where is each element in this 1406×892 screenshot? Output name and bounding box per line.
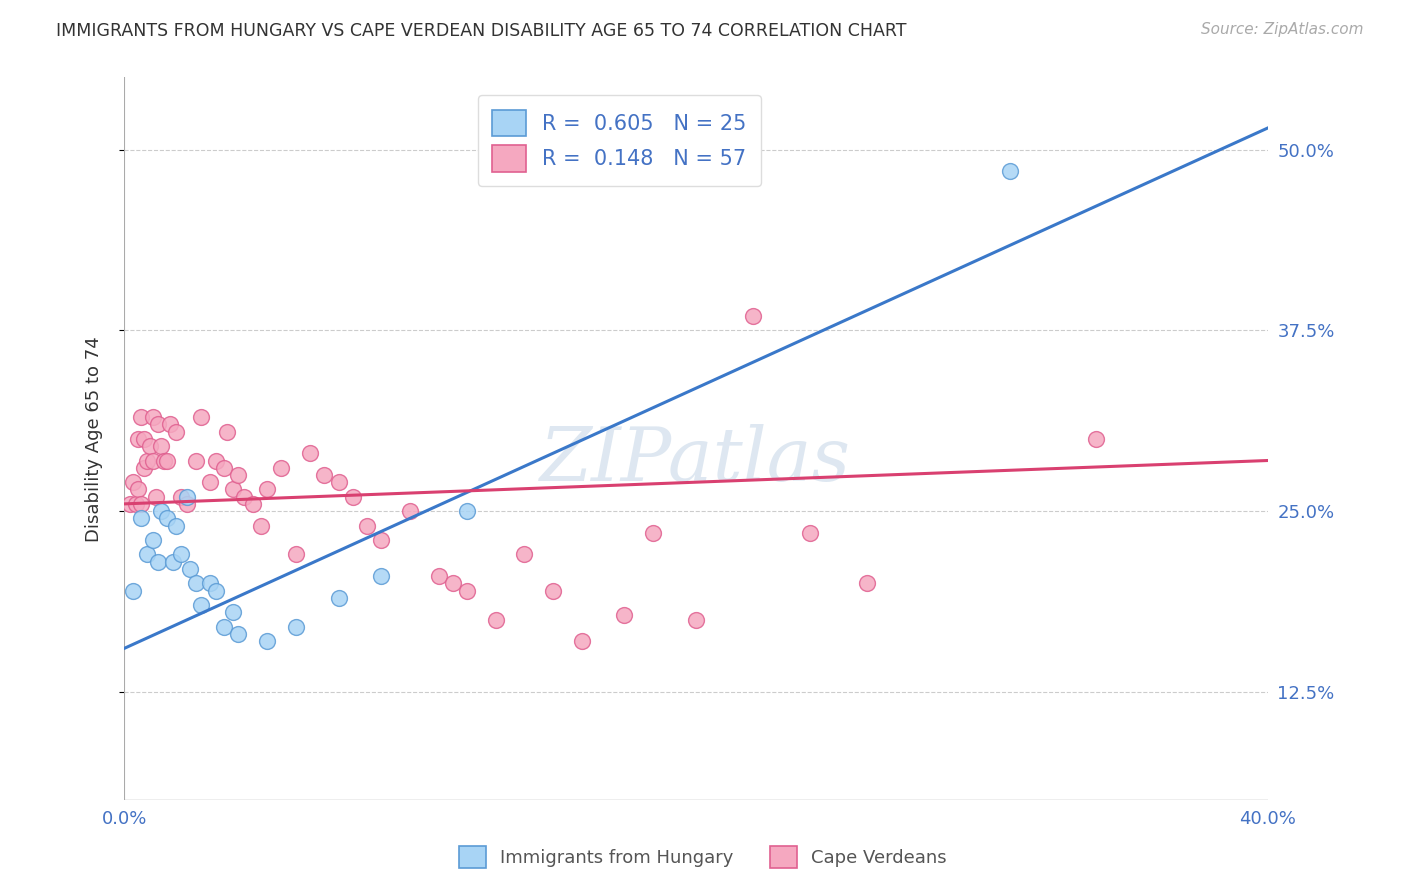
Point (571, 634, 593, 648)
Point (134, 460, 156, 475)
Point (356, 518, 378, 533)
Point (129, 511, 152, 525)
Point (136, 548, 159, 562)
Point (215, 425, 238, 439)
Point (142, 533, 165, 547)
Point (170, 548, 193, 562)
Point (156, 453, 179, 467)
Point (427, 569, 450, 583)
Point (148, 417, 170, 432)
Point (179, 562, 201, 576)
Point (1085, 432, 1108, 446)
Point (139, 439, 162, 453)
Point (541, 583, 564, 598)
Legend: R =  0.605   N = 25, R =  0.148   N = 57: R = 0.605 N = 25, R = 0.148 N = 57 (478, 95, 761, 186)
Point (1000, 164, 1022, 178)
Point (228, 467, 250, 482)
Point (233, 490, 256, 504)
Point (150, 439, 173, 453)
Point (342, 490, 364, 504)
Point (370, 569, 392, 583)
Point (242, 497, 264, 511)
Point (136, 453, 159, 467)
Point (184, 576, 207, 591)
Point (129, 497, 152, 511)
Point (314, 467, 336, 482)
Point (190, 410, 212, 425)
Point (124, 497, 146, 511)
Point (328, 475, 350, 490)
Point (156, 511, 179, 525)
Point (198, 475, 221, 490)
Point (256, 483, 278, 497)
Point (165, 518, 187, 533)
Point (212, 460, 235, 475)
Point (204, 453, 226, 467)
Text: IMMIGRANTS FROM HUNGARY VS CAPE VERDEAN DISABILITY AGE 65 TO 74 CORRELATION CHAR: IMMIGRANTS FROM HUNGARY VS CAPE VERDEAN … (56, 22, 907, 40)
Point (176, 497, 198, 511)
Point (441, 576, 464, 591)
Legend: Immigrants from Hungary, Cape Verdeans: Immigrants from Hungary, Cape Verdeans (449, 835, 957, 879)
Text: Source: ZipAtlas.com: Source: ZipAtlas.com (1201, 22, 1364, 37)
Point (298, 446, 321, 460)
Point (485, 613, 508, 627)
Point (121, 475, 143, 490)
Point (222, 483, 245, 497)
Point (685, 613, 707, 627)
Point (641, 525, 664, 540)
Point (856, 576, 879, 591)
Point (370, 533, 392, 547)
Point (184, 453, 207, 467)
Point (399, 504, 422, 518)
Point (513, 548, 536, 562)
Point (159, 417, 181, 432)
Point (162, 555, 184, 569)
Point (148, 555, 170, 569)
Point (799, 525, 821, 540)
Point (121, 583, 143, 598)
Point (142, 453, 165, 467)
Point (129, 410, 152, 425)
Point (198, 576, 221, 591)
Point (176, 490, 198, 504)
Point (456, 504, 478, 518)
Point (165, 425, 187, 439)
Point (127, 432, 149, 446)
Y-axis label: Disability Age 65 to 74: Disability Age 65 to 74 (86, 336, 103, 541)
Point (456, 583, 478, 598)
Point (256, 634, 278, 648)
Point (145, 490, 167, 504)
Point (742, 309, 765, 323)
Point (228, 627, 250, 641)
Point (250, 518, 273, 533)
Point (170, 490, 193, 504)
Point (142, 410, 165, 425)
Point (284, 548, 307, 562)
Point (270, 460, 292, 475)
Point (150, 504, 173, 518)
Point (212, 620, 235, 634)
Point (284, 620, 307, 634)
Text: ZIPatlas: ZIPatlas (540, 425, 852, 497)
Point (118, 497, 141, 511)
Point (328, 591, 350, 605)
Point (190, 598, 212, 612)
Point (613, 608, 636, 623)
Point (222, 605, 245, 619)
Point (134, 432, 156, 446)
Point (127, 483, 149, 497)
Point (204, 583, 226, 598)
Point (153, 453, 176, 467)
